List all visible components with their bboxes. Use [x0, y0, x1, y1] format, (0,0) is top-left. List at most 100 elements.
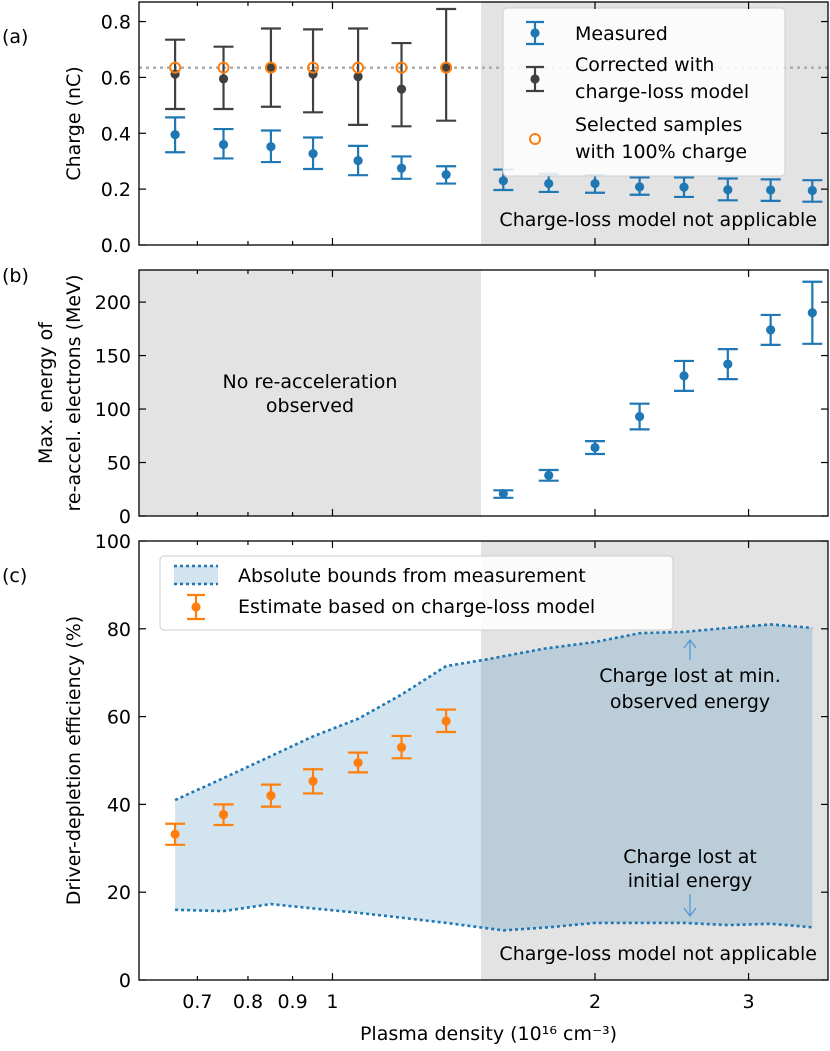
callout-arrow-up-icon [683, 638, 697, 660]
measured-point [544, 178, 554, 189]
measured-point [353, 156, 363, 166]
series-estimate [165, 708, 457, 846]
no-reacceleration-region [139, 270, 481, 516]
legend-c [159, 555, 674, 631]
legend-a [502, 7, 786, 177]
series-corrected [165, 7, 457, 128]
series-measured [165, 116, 823, 203]
measured-point [590, 178, 600, 189]
y-tick-label: 0.2 [101, 179, 131, 201]
estimate-point [441, 716, 451, 726]
legend-label: with 100% charge [575, 141, 747, 163]
y-tick-label: 150 [95, 346, 131, 368]
estimate-point [266, 791, 276, 801]
selected-point [352, 61, 365, 74]
max-energy-point [635, 411, 645, 422]
y-tick-label: 0.8 [101, 12, 131, 34]
measured-point [308, 149, 318, 159]
legend-label: Absolute bounds from measurement [238, 565, 586, 587]
legend-label: Estimate based on charge-loss model [238, 596, 595, 618]
x-tick-label: 2 [589, 991, 601, 1013]
max-energy-point [766, 325, 776, 335]
selected-point [440, 61, 453, 74]
legend-measured-marker [530, 28, 540, 38]
legend-label: Measured [575, 23, 668, 45]
legend-label: charge-loss model [575, 81, 749, 103]
measured-point [266, 142, 276, 152]
axes-frame [138, 540, 829, 981]
y-tick-label: 50 [107, 453, 131, 475]
legend-estimate-marker [191, 602, 201, 612]
measured-point [807, 185, 817, 196]
measured-point [218, 139, 229, 150]
callout-initial-energy: Charge lost at [623, 846, 757, 868]
y-tick-label: 20 [107, 882, 131, 904]
y-tick-label: 0.4 [101, 123, 131, 145]
y-tick-label: 80 [107, 619, 131, 641]
y-tick-label: 100 [95, 399, 131, 421]
corrected-point [441, 62, 451, 72]
y-tick-label: 0 [119, 506, 131, 528]
legend-selected-marker [529, 133, 541, 145]
panel-label-b: (b) [2, 265, 29, 287]
legend-bounds-swatch [174, 566, 218, 584]
measured-point [170, 130, 180, 140]
axes-frame [138, 269, 829, 517]
callout-min-energy: observed energy [610, 691, 770, 713]
no-reacceleration-annotation: observed [266, 395, 354, 417]
y-axis-label-c: Driver-depletion efficiency (%) [63, 616, 85, 905]
y-axis-label-a: Charge (nC) [63, 66, 85, 180]
estimate-point [396, 742, 407, 752]
corrected-point [218, 74, 229, 84]
x-tick-label: 3 [743, 991, 755, 1013]
legend-box [159, 555, 674, 631]
selected-point [307, 61, 320, 74]
series-max-energy [493, 280, 823, 499]
not-applicable-annotation: Charge-loss model not applicable [499, 943, 817, 965]
lower-bound-line [175, 902, 813, 932]
estimate-point [218, 809, 229, 820]
selected-point [264, 61, 277, 74]
selected-point [395, 61, 408, 74]
corrected-point [396, 84, 407, 94]
bounds-area [175, 624, 813, 931]
upper-bound-line [174, 623, 813, 802]
y-tick-label: 200 [95, 292, 131, 314]
selected-point [169, 61, 182, 74]
max-energy-point [807, 308, 817, 318]
max-energy-point [590, 442, 600, 453]
no-reacceleration-annotation: No re-acceleration [223, 371, 398, 393]
max-energy-point [498, 488, 508, 499]
y-tick-label: 0.0 [101, 235, 131, 257]
corrected-point [266, 63, 276, 73]
estimate-point [308, 776, 318, 786]
corrected-point [353, 71, 363, 82]
estimate-point [353, 758, 363, 768]
legend-label: Corrected with [575, 54, 714, 76]
y-tick-label: 60 [107, 707, 131, 729]
x-tick-label: 0.7 [182, 991, 212, 1013]
x-tick-label: 0.9 [277, 991, 307, 1013]
panel-label-c: (c) [2, 565, 27, 587]
y-tick-label: 0.6 [101, 67, 131, 89]
measured-point [635, 182, 645, 192]
measured-point [396, 163, 407, 173]
x-tick-label: 1 [326, 991, 338, 1013]
callout-initial-energy: initial energy [628, 870, 753, 892]
measured-point [723, 185, 733, 195]
x-axis-label: Plasma density (10¹⁶ cm⁻³) [360, 1023, 617, 1045]
measured-point [766, 185, 776, 195]
y-axis-label-b: re-accel. electrons (MeV) [63, 275, 85, 512]
estimate-point [170, 829, 180, 839]
series-selected [169, 61, 453, 74]
legend-label: Selected samples [575, 114, 742, 136]
y-tick-label: 40 [107, 794, 131, 816]
measured-point [679, 182, 689, 192]
max-energy-point [723, 359, 733, 369]
panel-label-a: (a) [2, 26, 28, 48]
callout-min-energy: Charge lost at min. [599, 665, 781, 687]
legend-corrected-marker [530, 74, 540, 84]
axes-frame [138, 1, 829, 246]
measured-point [441, 170, 451, 180]
